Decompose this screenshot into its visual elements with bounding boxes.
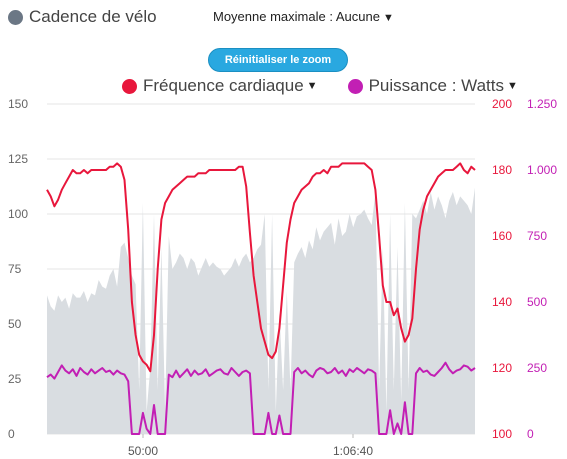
legend-heart-rate[interactable]: Fréquence cardiaque ▼ — [122, 76, 318, 96]
power-axis-tick: 250 — [527, 361, 547, 375]
x-axis-tick: 50:00 — [128, 444, 158, 458]
power-axis-tick: 500 — [527, 295, 547, 309]
left-axis-tick: 125 — [8, 152, 28, 166]
series-legend: Fréquence cardiaque ▼ Puissance : Watts ▼ — [122, 74, 518, 98]
heart-rate-axis: 100 120 140 160 180 200 — [492, 97, 512, 441]
average-max-label: Moyenne maximale : Aucune — [213, 9, 380, 24]
left-axis-tick: 50 — [8, 317, 22, 331]
legend-power[interactable]: Puissance : Watts ▼ — [347, 76, 518, 96]
heart-rate-dot-icon — [122, 78, 137, 94]
power-axis-tick: 1.000 — [527, 163, 557, 177]
chevron-down-icon: ▼ — [506, 80, 518, 92]
hr-axis-tick: 160 — [492, 229, 512, 243]
heart-rate-line — [46, 162, 476, 373]
x-axis: 50:00 1:06:40 — [128, 434, 373, 458]
legend-heart-rate-label: Fréquence cardiaque — [143, 76, 304, 95]
hr-axis-tick: 140 — [492, 295, 512, 309]
cadence-area-series — [47, 187, 475, 434]
chevron-down-icon: ▼ — [382, 12, 394, 24]
power-axis-tick: 1.250 — [527, 97, 557, 111]
left-axis: 0 25 50 75 100 125 150 — [8, 97, 28, 441]
series-lines — [46, 162, 476, 435]
power-axis: 0 250 500 750 1.000 1.250 — [527, 97, 557, 441]
power-axis-tick: 0 — [527, 427, 534, 441]
power-dot-icon — [347, 78, 363, 94]
reset-zoom-button[interactable]: Réinitialiser le zoom — [208, 48, 348, 72]
legend-cadence-label: Cadence de vélo — [29, 7, 157, 26]
left-axis-tick: 150 — [8, 97, 28, 111]
left-axis-tick: 75 — [8, 262, 22, 276]
x-axis-tick: 1:06:40 — [333, 444, 373, 458]
legend-cadence[interactable]: Cadence de vélo — [8, 5, 157, 29]
power-axis-tick: 750 — [527, 229, 547, 243]
left-axis-tick: 0 — [8, 427, 15, 441]
legend-power-label: Puissance : Watts — [368, 76, 504, 95]
chevron-down-icon: ▼ — [306, 80, 318, 92]
left-axis-tick: 100 — [8, 207, 28, 221]
average-max-dropdown[interactable]: Moyenne maximale : Aucune ▼ — [213, 9, 394, 24]
hr-axis-tick: 120 — [492, 361, 512, 375]
power-line — [46, 361, 476, 435]
left-axis-tick: 25 — [8, 372, 22, 386]
hr-axis-tick: 180 — [492, 163, 512, 177]
hr-axis-tick: 200 — [492, 97, 512, 111]
cadence-area — [47, 187, 475, 434]
cadence-dot-icon — [8, 9, 23, 25]
hr-axis-tick: 100 — [492, 427, 512, 441]
